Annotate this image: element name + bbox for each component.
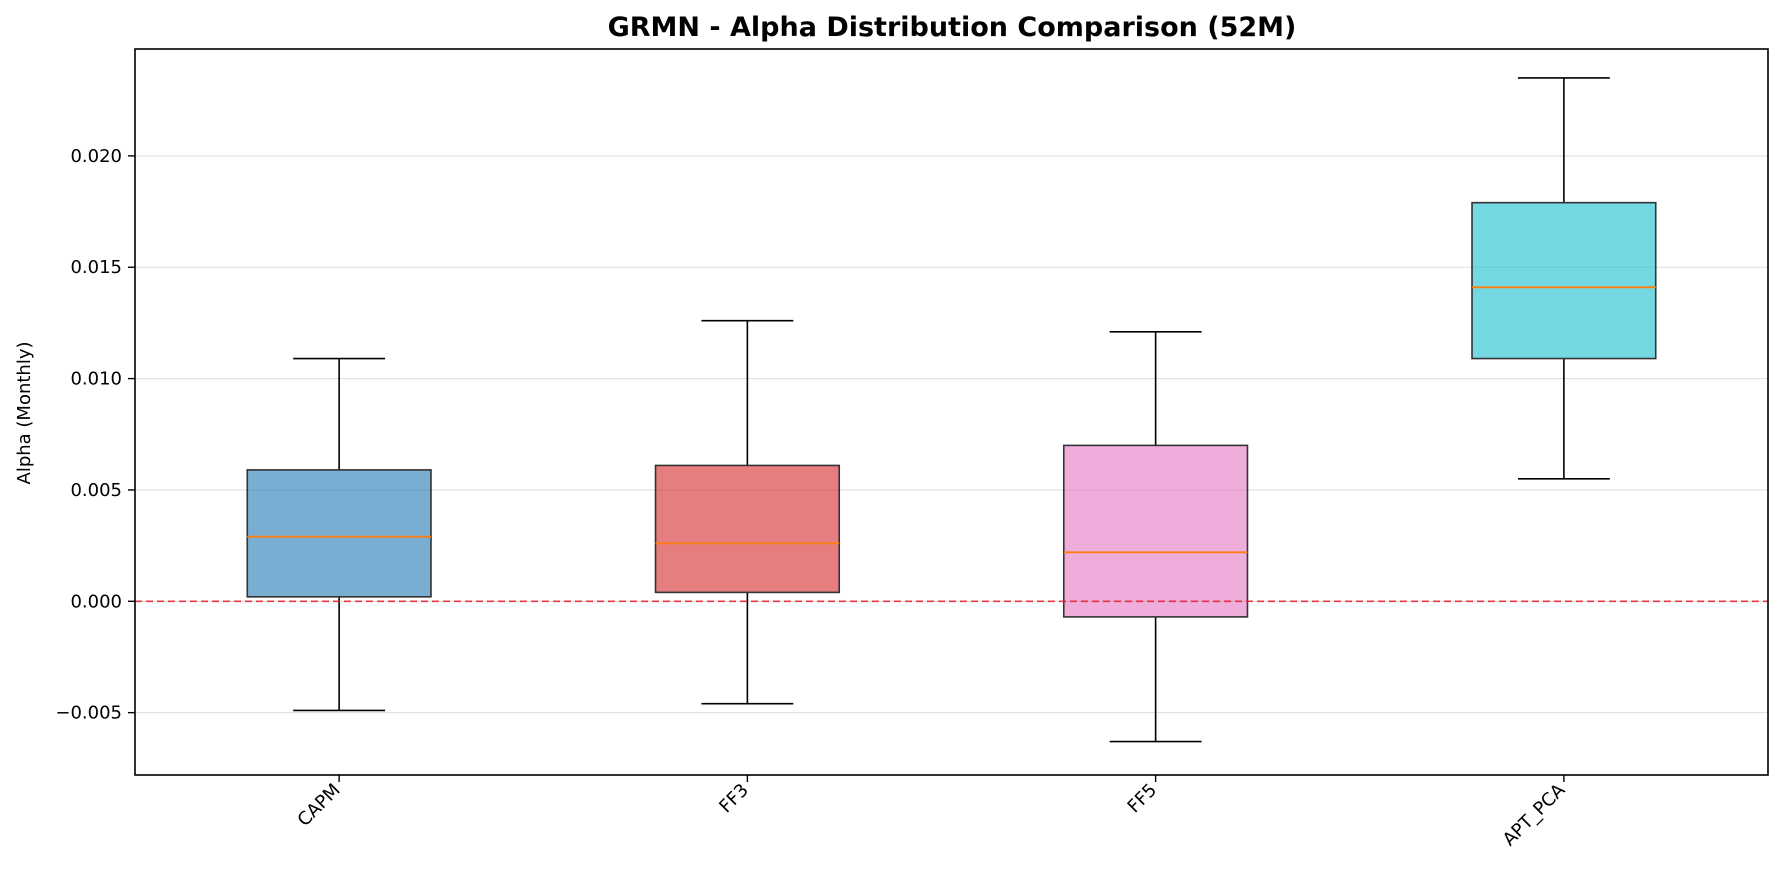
y-axis-label: Alpha (Monthly) (14, 341, 35, 484)
x-tick-label-ff3: FF3 (715, 780, 753, 818)
x-tick-label-apt-pca: APT_PCA (1499, 779, 1570, 850)
plot-frame (134, 48, 1769, 776)
iqr-box (1471, 201, 1657, 360)
y-tick-label-5: 0.020 (70, 146, 122, 167)
chart-title: GRMN - Alpha Distribution Comparison (52… (608, 12, 1297, 43)
y-tick-label-1: 0.000 (70, 591, 122, 612)
x-tick-label-ff5: FF5 (1124, 780, 1162, 818)
y-tick-label-3: 0.010 (70, 369, 122, 390)
iqr-box (654, 464, 841, 594)
y-axis: −0.005 0.000 0.005 0.010 0.015 0.020 (55, 146, 135, 724)
box-ff3 (654, 319, 841, 705)
y-tick-label-4: 0.015 (70, 257, 122, 278)
boxes (246, 77, 1657, 743)
y-tick-label-0: −0.005 (55, 703, 122, 724)
y-tick-label-2: 0.005 (70, 480, 122, 501)
x-axis: CAPM FF3 FF5 APT_PCA (294, 775, 1570, 850)
iqr-box (246, 469, 432, 598)
box-ff5 (1062, 331, 1249, 743)
box-capm (246, 357, 432, 712)
iqr-box (1062, 444, 1249, 618)
box-apt-pca (1471, 77, 1657, 480)
x-tick-label-capm: CAPM (294, 780, 345, 831)
